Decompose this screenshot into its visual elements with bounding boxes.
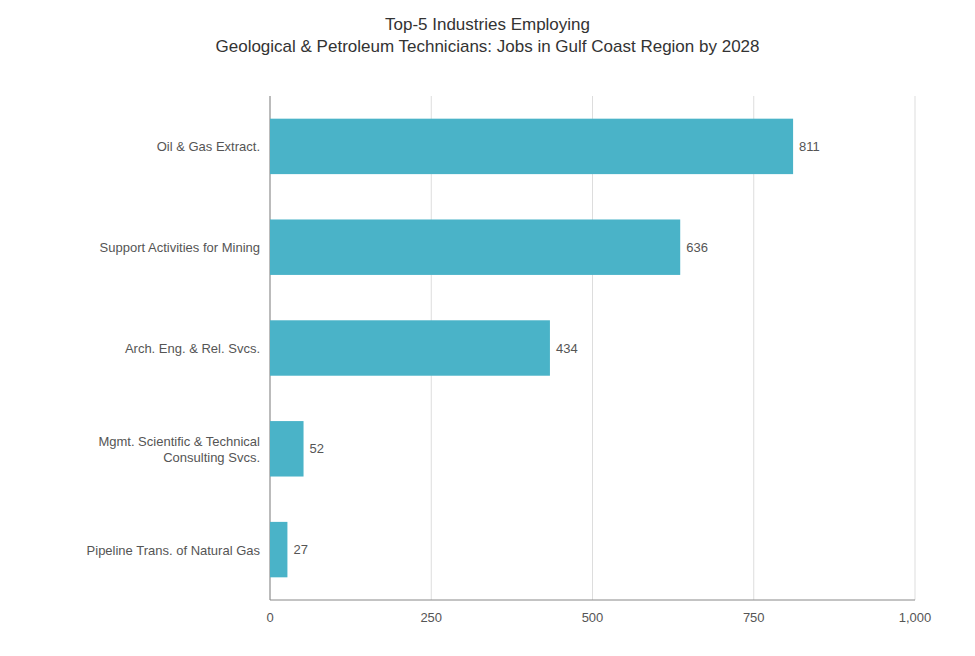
x-axis: 0 250 500 750 1,000	[266, 610, 931, 625]
y-tick-label: Arch. Eng. & Rel. Svcs.	[125, 341, 260, 356]
bar	[270, 522, 287, 577]
bars	[270, 119, 793, 578]
chart-container: Top-5 Industries EmployingGeological & P…	[0, 0, 975, 656]
x-tick-label: 750	[743, 610, 765, 625]
data-label: 636	[686, 240, 708, 255]
y-tick-label: Support Activities for Mining	[100, 240, 260, 255]
bar	[270, 421, 304, 476]
chart: Top-5 Industries EmployingGeological & P…	[0, 0, 975, 656]
grid-line	[915, 96, 916, 600]
x-axis-line	[270, 600, 915, 601]
x-tick-label: 500	[582, 610, 604, 625]
x-tick-label: 250	[420, 610, 442, 625]
data-label: 52	[310, 441, 324, 456]
x-tick-label: 1,000	[899, 610, 932, 625]
bar	[270, 219, 680, 274]
y-tick-label: Pipeline Trans. of Natural Gas	[87, 542, 261, 557]
bar	[270, 320, 550, 375]
x-tick-label: 0	[266, 610, 273, 625]
title: Top-5 Industries EmployingGeological & P…	[216, 15, 760, 56]
y-tick-label: Oil & Gas Extract.	[157, 139, 260, 154]
bar	[270, 119, 793, 174]
data-label: 811	[799, 139, 820, 154]
data-label: 27	[293, 542, 307, 557]
y-tick-label: Mgmt. Scientific & TechnicalConsulting S…	[98, 433, 260, 464]
grid	[270, 96, 915, 600]
data-label: 434	[556, 341, 578, 356]
labels: 27 52 434 636 811 Pipeline Trans. of Natural …	[87, 139, 820, 557]
